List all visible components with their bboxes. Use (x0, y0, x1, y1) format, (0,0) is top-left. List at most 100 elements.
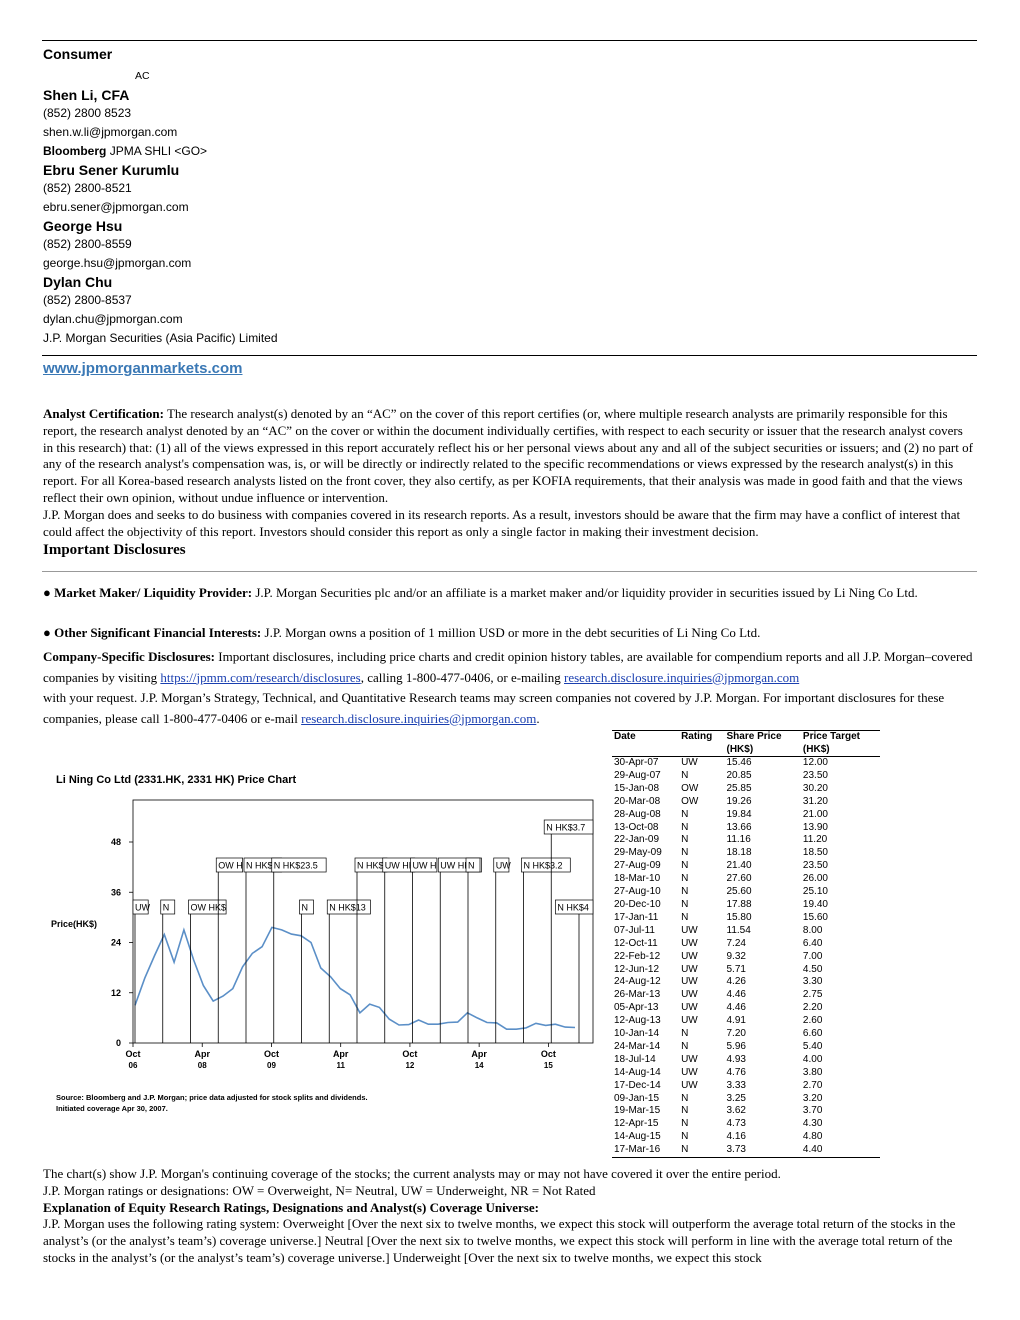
rating-marker-label: UW HK$2 (440, 861, 480, 871)
table-cell: 5.96 (726, 1040, 746, 1052)
disclosures-link[interactable]: https://jpmm.com/research/disclosures (160, 669, 361, 685)
table-cell: 18-Jul-14 (614, 1053, 656, 1065)
table-cell: 29-Aug-07 (614, 769, 661, 781)
analyst-email[interactable]: george.hsu@jpmorgan.com (43, 256, 192, 270)
table-header-cell: Rating (681, 731, 713, 742)
table-cell: N (681, 898, 689, 910)
rating-marker-label: UW H (413, 861, 437, 871)
table-cell: 3.33 (726, 1079, 746, 1091)
table-row: 24-Mar-14 N 5.96 5.40 (612, 1041, 880, 1054)
certification-label: Analyst Certification: (43, 406, 164, 421)
x-tick-label: 08 (198, 1061, 207, 1070)
table-cell: 4.40 (802, 1144, 823, 1156)
table-cell: 7.24 (726, 937, 746, 949)
table-cell: 11.54 (726, 924, 751, 936)
table-cell: UW (681, 976, 698, 988)
table-cell: UW (681, 757, 698, 768)
company-text: with your request. J.P. Morgan’s Strateg… (43, 690, 945, 726)
table-row: 12-Jun-12 UW 5.71 4.50 (612, 964, 880, 977)
table-cell: 27-Aug-09 (614, 860, 661, 872)
x-tick-label: 12 (405, 1061, 414, 1070)
table-cell: 20.85 (726, 769, 752, 781)
email-link[interactable]: research.disclosure.inquiries@jpmorgan.c… (301, 710, 537, 726)
table-cell: 05-Apr-13 (614, 1002, 659, 1014)
table-cell: 17.88 (726, 898, 752, 910)
table-cell: 21.40 (726, 860, 752, 872)
table-cell: 25.10 (802, 886, 828, 898)
website-link[interactable]: www.jpmorganmarkets.com (43, 360, 243, 377)
analyst-email[interactable]: shen.w.li@jpmorgan.com (43, 125, 178, 139)
x-tick-label: Oct (125, 1049, 140, 1059)
table-row: 20-Dec-10 N 17.88 19.40 (612, 899, 880, 912)
rating-marker-box (543, 819, 594, 835)
table-header-cell: Share Price (HK$) (726, 731, 782, 755)
table-cell: 2.75 (802, 989, 823, 1001)
table-cell: 25.85 (726, 782, 752, 794)
table-cell: 4.73 (726, 1118, 746, 1130)
other-interests-label: Other Significant Financial Interests: (54, 625, 262, 640)
table-row: 20-Mar-08 OW 19.26 31.20 (612, 796, 880, 809)
table-cell: N (681, 834, 689, 846)
table-cell: 30-Apr-07 (614, 757, 659, 768)
table-row: 18-Jul-14 UW 4.93 4.00 (612, 1054, 880, 1067)
table-cell: N (681, 1028, 689, 1040)
table-row: 17-Mar-16 N 3.73 4.40 (612, 1144, 880, 1157)
table-cell: 11.20 (802, 834, 828, 846)
table-cell: 17-Dec-14 (614, 1079, 661, 1091)
table-row: 27-Aug-10 N 25.60 25.10 (612, 886, 880, 899)
table-cell: 14-Aug-15 (614, 1131, 661, 1143)
table-cell: 4.46 (726, 1002, 746, 1014)
table-header-cell: Date (614, 731, 636, 742)
x-tick-label: 09 (267, 1061, 276, 1070)
table-cell: 4.16 (726, 1131, 746, 1143)
bullet-icon: ● (43, 585, 51, 600)
y-tick-label: 0 (116, 1038, 121, 1048)
table-cell: UW (681, 1015, 698, 1027)
table-cell: 3.70 (802, 1105, 823, 1117)
table-cell: 19-Mar-15 (614, 1105, 661, 1117)
table-cell: 7.00 (802, 950, 823, 962)
y-axis-label: Price(HK$) (51, 919, 97, 929)
table-row: 12-Oct-11 UW 7.24 6.40 (612, 938, 880, 951)
table-row: 30-Apr-07 UW 15.46 12.00 (612, 757, 880, 770)
rating-marker-label: N (468, 861, 475, 871)
table-cell: 12-Apr-15 (614, 1118, 659, 1130)
table-cell: 22-Jan-09 (614, 834, 660, 846)
email-link[interactable]: research.disclosure.inquiries@jpmorgan.c… (564, 669, 800, 685)
analyst-certification: Analyst Certification: The research anal… (43, 406, 973, 540)
table-cell: 15.60 (802, 911, 828, 923)
table-cell: N (681, 1040, 689, 1052)
table-cell: N (681, 1092, 689, 1104)
bloomberg-line: Bloomberg JPMA SHLI <GO> (43, 142, 543, 161)
rating-marker-label: OW HK$ (191, 903, 227, 913)
rating-marker-box (188, 899, 227, 915)
table-cell: N (681, 847, 689, 859)
analyst-phone: (852) 2800-8559 (43, 237, 132, 251)
rating-marker-label: N HK$13 (329, 903, 366, 913)
table-cell: 4.76 (726, 1066, 746, 1078)
table-row: 28-Aug-08 N 19.84 21.00 (612, 809, 880, 822)
table-cell: 15.46 (726, 757, 752, 768)
mid-rule (42, 355, 977, 356)
y-tick-label: 36 (111, 887, 121, 897)
table-cell: 3.25 (726, 1092, 746, 1104)
table-header-row: Date Rating Share Price (HK$) Price Target … (612, 731, 880, 757)
table-cell: 12-Jun-12 (614, 963, 660, 975)
certification-text: The research analyst(s) denoted by an “A… (43, 406, 973, 505)
disclosure-rule (42, 571, 977, 572)
x-tick-label: Apr (333, 1049, 349, 1059)
table-cell: 27.60 (726, 873, 752, 885)
table-cell: 09-Jan-15 (614, 1092, 660, 1104)
table-cell: 12-Aug-13 (614, 1015, 661, 1027)
x-tick-label: Oct (264, 1049, 279, 1059)
analyst-email[interactable]: dylan.chu@jpmorgan.com (43, 312, 183, 326)
table-cell: N (681, 1118, 689, 1130)
analyst-email[interactable]: ebru.sener@jpmorgan.com (43, 200, 189, 214)
table-cell: 18-Mar-10 (614, 873, 661, 885)
table-cell: 2.20 (802, 1002, 823, 1014)
bloomberg-label: Bloomberg (43, 144, 107, 158)
rating-marker-label: UW (496, 861, 511, 871)
table-cell: 2.60 (802, 1015, 823, 1027)
rating-marker-box (299, 899, 314, 915)
rating-marker-label: N HK$3.7 (546, 823, 585, 833)
